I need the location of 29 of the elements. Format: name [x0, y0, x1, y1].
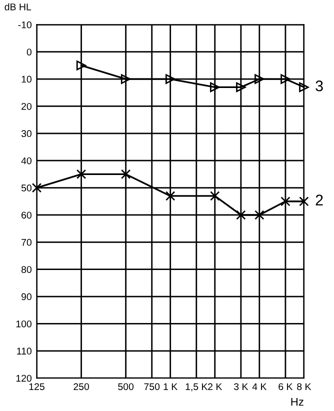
y-tick-label: 40 — [21, 157, 32, 164]
x-tick-label: 500 — [118, 383, 134, 390]
x-tick-label: 2 K — [208, 383, 222, 390]
y-tick-label: 120 — [16, 374, 32, 382]
x-axis-title: Hz — [291, 398, 304, 406]
x-tick-label: 1 K — [164, 383, 178, 390]
y-tick-label: 90 — [22, 293, 32, 300]
y-tick-label: 70 — [22, 238, 32, 246]
x-tick-label: 750 — [144, 383, 160, 390]
y-tick-label: 50 — [21, 184, 32, 192]
x-tick-label: 4 K — [252, 383, 267, 390]
x-tick-label: 250 — [74, 383, 90, 390]
y-tick-label: 20 — [22, 102, 32, 110]
y-tick-label: 10 — [22, 76, 32, 83]
y-tick-label: 0 — [26, 48, 32, 56]
y-tick-label: -10 — [18, 21, 32, 28]
x-tick-label: 3 K — [234, 383, 248, 390]
series-label: 2 — [316, 194, 323, 206]
x-tick-label: 125 — [29, 383, 44, 390]
x-tick-label: 8 K — [297, 383, 312, 390]
series-label: 3 — [316, 80, 323, 92]
x-tick-label: 6 K — [278, 383, 293, 390]
y-tick-label: 100 — [16, 320, 32, 328]
y-axis-title: dB HL — [4, 3, 32, 10]
y-tick-label: 110 — [17, 348, 32, 355]
y-tick-label: 80 — [21, 266, 32, 273]
y-tick-label: 30 — [21, 130, 32, 138]
y-tick-label: 60 — [22, 212, 32, 219]
x-tick-label: 1,5 K — [186, 383, 208, 392]
